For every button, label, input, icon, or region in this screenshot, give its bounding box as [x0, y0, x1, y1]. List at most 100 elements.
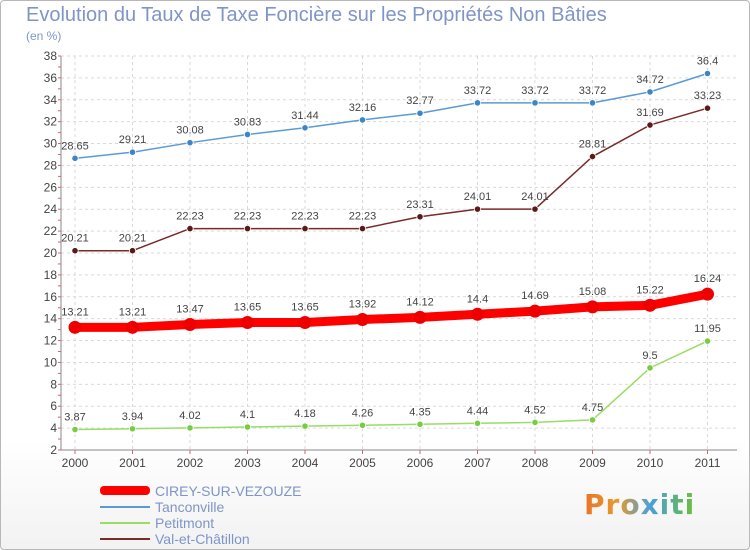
y-tick-label: 20	[44, 246, 58, 260]
data-point	[183, 317, 197, 331]
data-label: 13.65	[234, 301, 262, 313]
data-point	[243, 423, 252, 431]
data-point	[413, 310, 427, 324]
data-point	[301, 124, 309, 132]
data-point	[701, 287, 714, 301]
data-label: 13.21	[61, 306, 89, 318]
series-line	[74, 340, 709, 431]
data-point	[298, 315, 312, 329]
y-tick-label: 36	[44, 71, 58, 85]
data-point	[528, 304, 542, 318]
data-label: 29.21	[119, 134, 147, 146]
data-point	[186, 424, 194, 432]
data-label: 32.77	[406, 95, 434, 107]
data-label: 15.22	[636, 284, 664, 296]
y-tick-label: 12	[44, 334, 58, 348]
x-tick-label: 2005	[349, 456, 376, 470]
x-tick-label: 2010	[637, 456, 664, 470]
data-point	[241, 315, 254, 329]
data-label: 13.92	[349, 299, 377, 311]
data-label: 34.72	[636, 74, 664, 86]
y-tick-label: 34	[44, 93, 58, 107]
y-tick-label: 14	[44, 312, 58, 326]
data-point	[71, 425, 79, 434]
data-label: 15.08	[579, 286, 607, 298]
data-point	[356, 313, 369, 327]
data-label: 14.12	[406, 296, 434, 308]
legend-label: Val-et-Châtillon	[155, 531, 250, 547]
data-point	[186, 224, 194, 233]
legend-swatch	[100, 486, 150, 495]
x-tick-label: 2008	[522, 456, 549, 470]
x-tick-label: 2000	[62, 456, 89, 470]
data-point	[358, 224, 367, 233]
data-label: 22.23	[176, 211, 204, 223]
x-tick-label: 2002	[177, 456, 204, 470]
data-label: 33.23	[694, 90, 722, 102]
y-tick-label: 4	[50, 421, 57, 435]
y-tick-label: 10	[44, 355, 58, 369]
data-point	[128, 148, 137, 156]
data-label: 24.01	[464, 191, 492, 203]
data-point	[703, 104, 712, 112]
x-tick-label: 2007	[464, 456, 491, 470]
data-point	[71, 247, 79, 255]
x-tick-label: 2009	[579, 456, 606, 470]
y-tick-label: 24	[44, 202, 58, 216]
y-tick-label: 28	[44, 158, 58, 172]
data-label: 36.4	[697, 56, 718, 68]
data-point	[128, 425, 137, 433]
unit-label: (en %)	[26, 29, 62, 43]
legend-swatch	[100, 538, 150, 540]
y-tick-label: 32	[44, 115, 58, 129]
chart-title: Evolution du Taux de Taxe Foncière sur l…	[26, 4, 607, 26]
series-line	[74, 72, 709, 160]
x-tick-label: 2003	[234, 456, 261, 470]
y-tick-label: 6	[50, 399, 57, 413]
data-point	[243, 130, 252, 139]
data-point	[128, 247, 137, 255]
y-tick-label: 2	[50, 443, 57, 457]
data-point	[243, 224, 252, 233]
data-label: 9.5	[642, 350, 657, 362]
data-label: 20.21	[119, 233, 147, 245]
y-tick-label: 30	[44, 137, 58, 151]
data-label: 30.08	[176, 125, 204, 137]
data-point	[473, 419, 482, 427]
data-label: 13.65	[291, 301, 319, 313]
x-tick-label: 2004	[292, 456, 319, 470]
data-label: 33.72	[579, 85, 607, 97]
data-label: 3.94	[122, 411, 143, 423]
data-label: 22.23	[234, 211, 262, 223]
legend-label: CIREY-SUR-VEZOUZE	[155, 483, 302, 499]
data-label: 11.95	[694, 323, 721, 335]
data-point	[643, 298, 657, 312]
y-tick-label: 16	[44, 290, 58, 304]
data-point	[588, 152, 597, 161]
legend-swatch	[100, 522, 150, 524]
data-point	[703, 69, 712, 78]
data-label: 22.23	[291, 211, 319, 223]
y-tick-label: 38	[44, 49, 58, 63]
data-label: 4.26	[352, 407, 373, 419]
data-label: 28.81	[579, 139, 607, 151]
data-point	[416, 109, 424, 117]
y-tick-label: 8	[50, 377, 57, 391]
data-label: 4.52	[524, 404, 545, 416]
data-label: 16.24	[694, 273, 722, 285]
data-point	[358, 421, 367, 429]
data-point	[646, 121, 654, 129]
data-label: 4.75	[582, 402, 603, 414]
data-label: 13.47	[176, 303, 204, 315]
data-point	[68, 320, 82, 334]
data-label: 32.16	[349, 102, 377, 114]
y-tick-label: 18	[44, 268, 58, 282]
data-label: 31.44	[291, 110, 319, 122]
data-label: 13.21	[119, 306, 147, 318]
data-point	[126, 320, 139, 334]
data-point	[358, 116, 367, 124]
series-line	[74, 107, 709, 252]
legend-label: Petitmont	[155, 515, 215, 531]
data-label: 20.21	[61, 233, 89, 245]
